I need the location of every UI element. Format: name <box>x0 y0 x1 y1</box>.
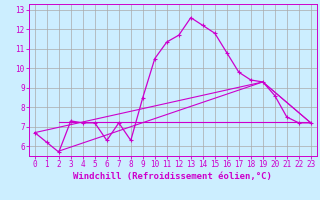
X-axis label: Windchill (Refroidissement éolien,°C): Windchill (Refroidissement éolien,°C) <box>73 172 272 181</box>
